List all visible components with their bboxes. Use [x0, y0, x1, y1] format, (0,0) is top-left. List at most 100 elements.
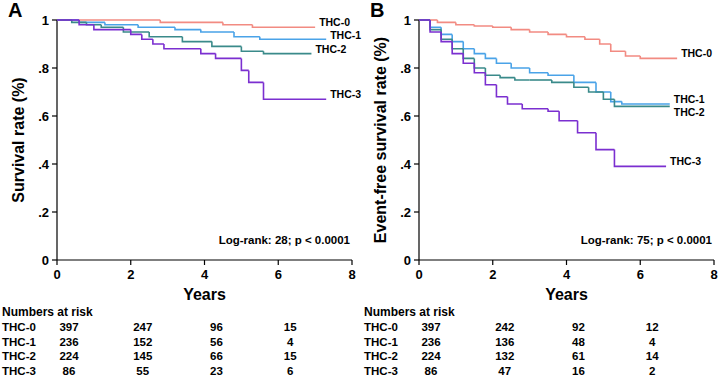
survival-step	[101, 25, 123, 27]
y-tick	[414, 67, 419, 68]
survival-step	[149, 32, 182, 37]
survival-step	[79, 20, 94, 25]
x-axis-label: Years	[545, 286, 588, 303]
survival-step	[249, 70, 264, 82]
risk-row-label: THC-0	[2, 321, 36, 333]
survival-step	[452, 34, 463, 41]
survival-step	[611, 44, 626, 51]
survival-step	[437, 20, 455, 22]
survival-step	[463, 49, 474, 59]
y-tick-label: .2	[38, 205, 49, 220]
risk-count: 132	[495, 350, 514, 362]
survival-step	[493, 26, 511, 27]
y-axis-label: Survival rate (%)	[10, 77, 27, 202]
y-tick	[52, 259, 57, 260]
y-tick	[414, 211, 419, 212]
survival-step	[474, 63, 485, 73]
risk-count: 61	[572, 350, 585, 362]
survival-step	[138, 25, 175, 27]
risk-row-label: THC-1	[364, 336, 398, 348]
survival-step	[640, 56, 677, 58]
survival-step	[216, 54, 242, 59]
survival-step	[430, 20, 441, 30]
annotation: Log-rank: 75; p < 0.0001	[581, 234, 713, 246]
series-label: THC-2	[674, 106, 705, 118]
survival-step	[441, 30, 452, 40]
panel-label: A	[8, 0, 22, 21]
survival-step	[530, 30, 548, 32]
survival-step	[548, 73, 574, 75]
survival-step	[260, 37, 326, 39]
survival-step	[530, 68, 548, 73]
y-tick-label: 1	[42, 13, 49, 28]
survival-step	[201, 49, 216, 54]
risk-count: 397	[59, 321, 78, 333]
y-tick-label: .6	[38, 109, 49, 124]
survival-step	[596, 82, 611, 92]
x-tick-label: 0	[53, 267, 60, 282]
survival-step	[600, 39, 611, 44]
survival-step	[515, 78, 530, 80]
risk-row-label: THC-2	[2, 350, 36, 362]
risk-count: 224	[59, 350, 79, 362]
x-tick-label: 6	[275, 267, 282, 282]
x-tick	[278, 260, 279, 265]
annotation: Log-rank: 28; p < 0.0001	[219, 234, 351, 246]
risk-count: 16	[572, 365, 585, 377]
survival-step	[485, 68, 500, 75]
y-tick	[414, 259, 419, 260]
y-tick-label: .6	[400, 109, 411, 124]
y-tick-label: 0	[404, 253, 411, 268]
survival-step	[57, 19, 160, 21]
survival-step	[614, 150, 666, 167]
survival-step	[223, 22, 253, 24]
y-tick	[52, 115, 57, 116]
series-label: THC-0	[681, 47, 712, 59]
x-tick	[130, 260, 131, 265]
y-tick-label: 1	[404, 13, 411, 28]
x-tick	[204, 260, 205, 265]
y-tick-label: .8	[38, 61, 49, 76]
survival-step	[474, 25, 492, 26]
risk-count: 145	[133, 350, 153, 362]
survival-step	[419, 19, 430, 21]
risk-count: 66	[210, 350, 223, 362]
survival-step	[241, 46, 263, 51]
survival-step	[452, 42, 463, 54]
survival-step	[241, 58, 248, 70]
survival-step	[511, 63, 529, 68]
risk-count: 96	[210, 321, 223, 333]
survival-step	[264, 82, 327, 99]
series-label: THC-3	[670, 155, 701, 167]
survival-step	[548, 32, 566, 34]
y-tick-label: .4	[38, 157, 50, 172]
survival-step	[522, 104, 548, 109]
survival-step	[234, 32, 260, 37]
survival-step	[94, 25, 131, 30]
survival-step	[430, 20, 441, 32]
x-tick-label: 2	[489, 267, 496, 282]
panel: B0.2.4.6.8102468Event-free survival rate…	[364, 0, 718, 377]
risk-row-label: THC-1	[2, 336, 36, 348]
survival-step	[485, 73, 496, 85]
survival-step	[511, 27, 529, 29]
y-tick	[52, 19, 57, 20]
risk-row-label: THC-3	[2, 365, 36, 377]
series-label: THC-3	[330, 88, 361, 100]
risk-count: 14	[646, 350, 659, 362]
y-tick	[52, 211, 57, 212]
series-label: THC-1	[674, 93, 705, 105]
risk-row-label: THC-0	[364, 321, 398, 333]
survival-step	[574, 82, 589, 87]
survival-step	[430, 20, 441, 27]
x-axis-label: Years	[183, 286, 226, 303]
survival-step	[530, 79, 552, 81]
risk-count: 56	[210, 336, 223, 348]
survival-step	[496, 85, 507, 97]
survival-step	[603, 92, 614, 99]
survival-step	[57, 19, 79, 21]
risk-count: 236	[59, 336, 78, 348]
page: {"chart_data": [ {"type": "line", "line_…	[0, 0, 724, 382]
survival-step	[596, 133, 614, 150]
risk-count: 15	[284, 350, 297, 362]
